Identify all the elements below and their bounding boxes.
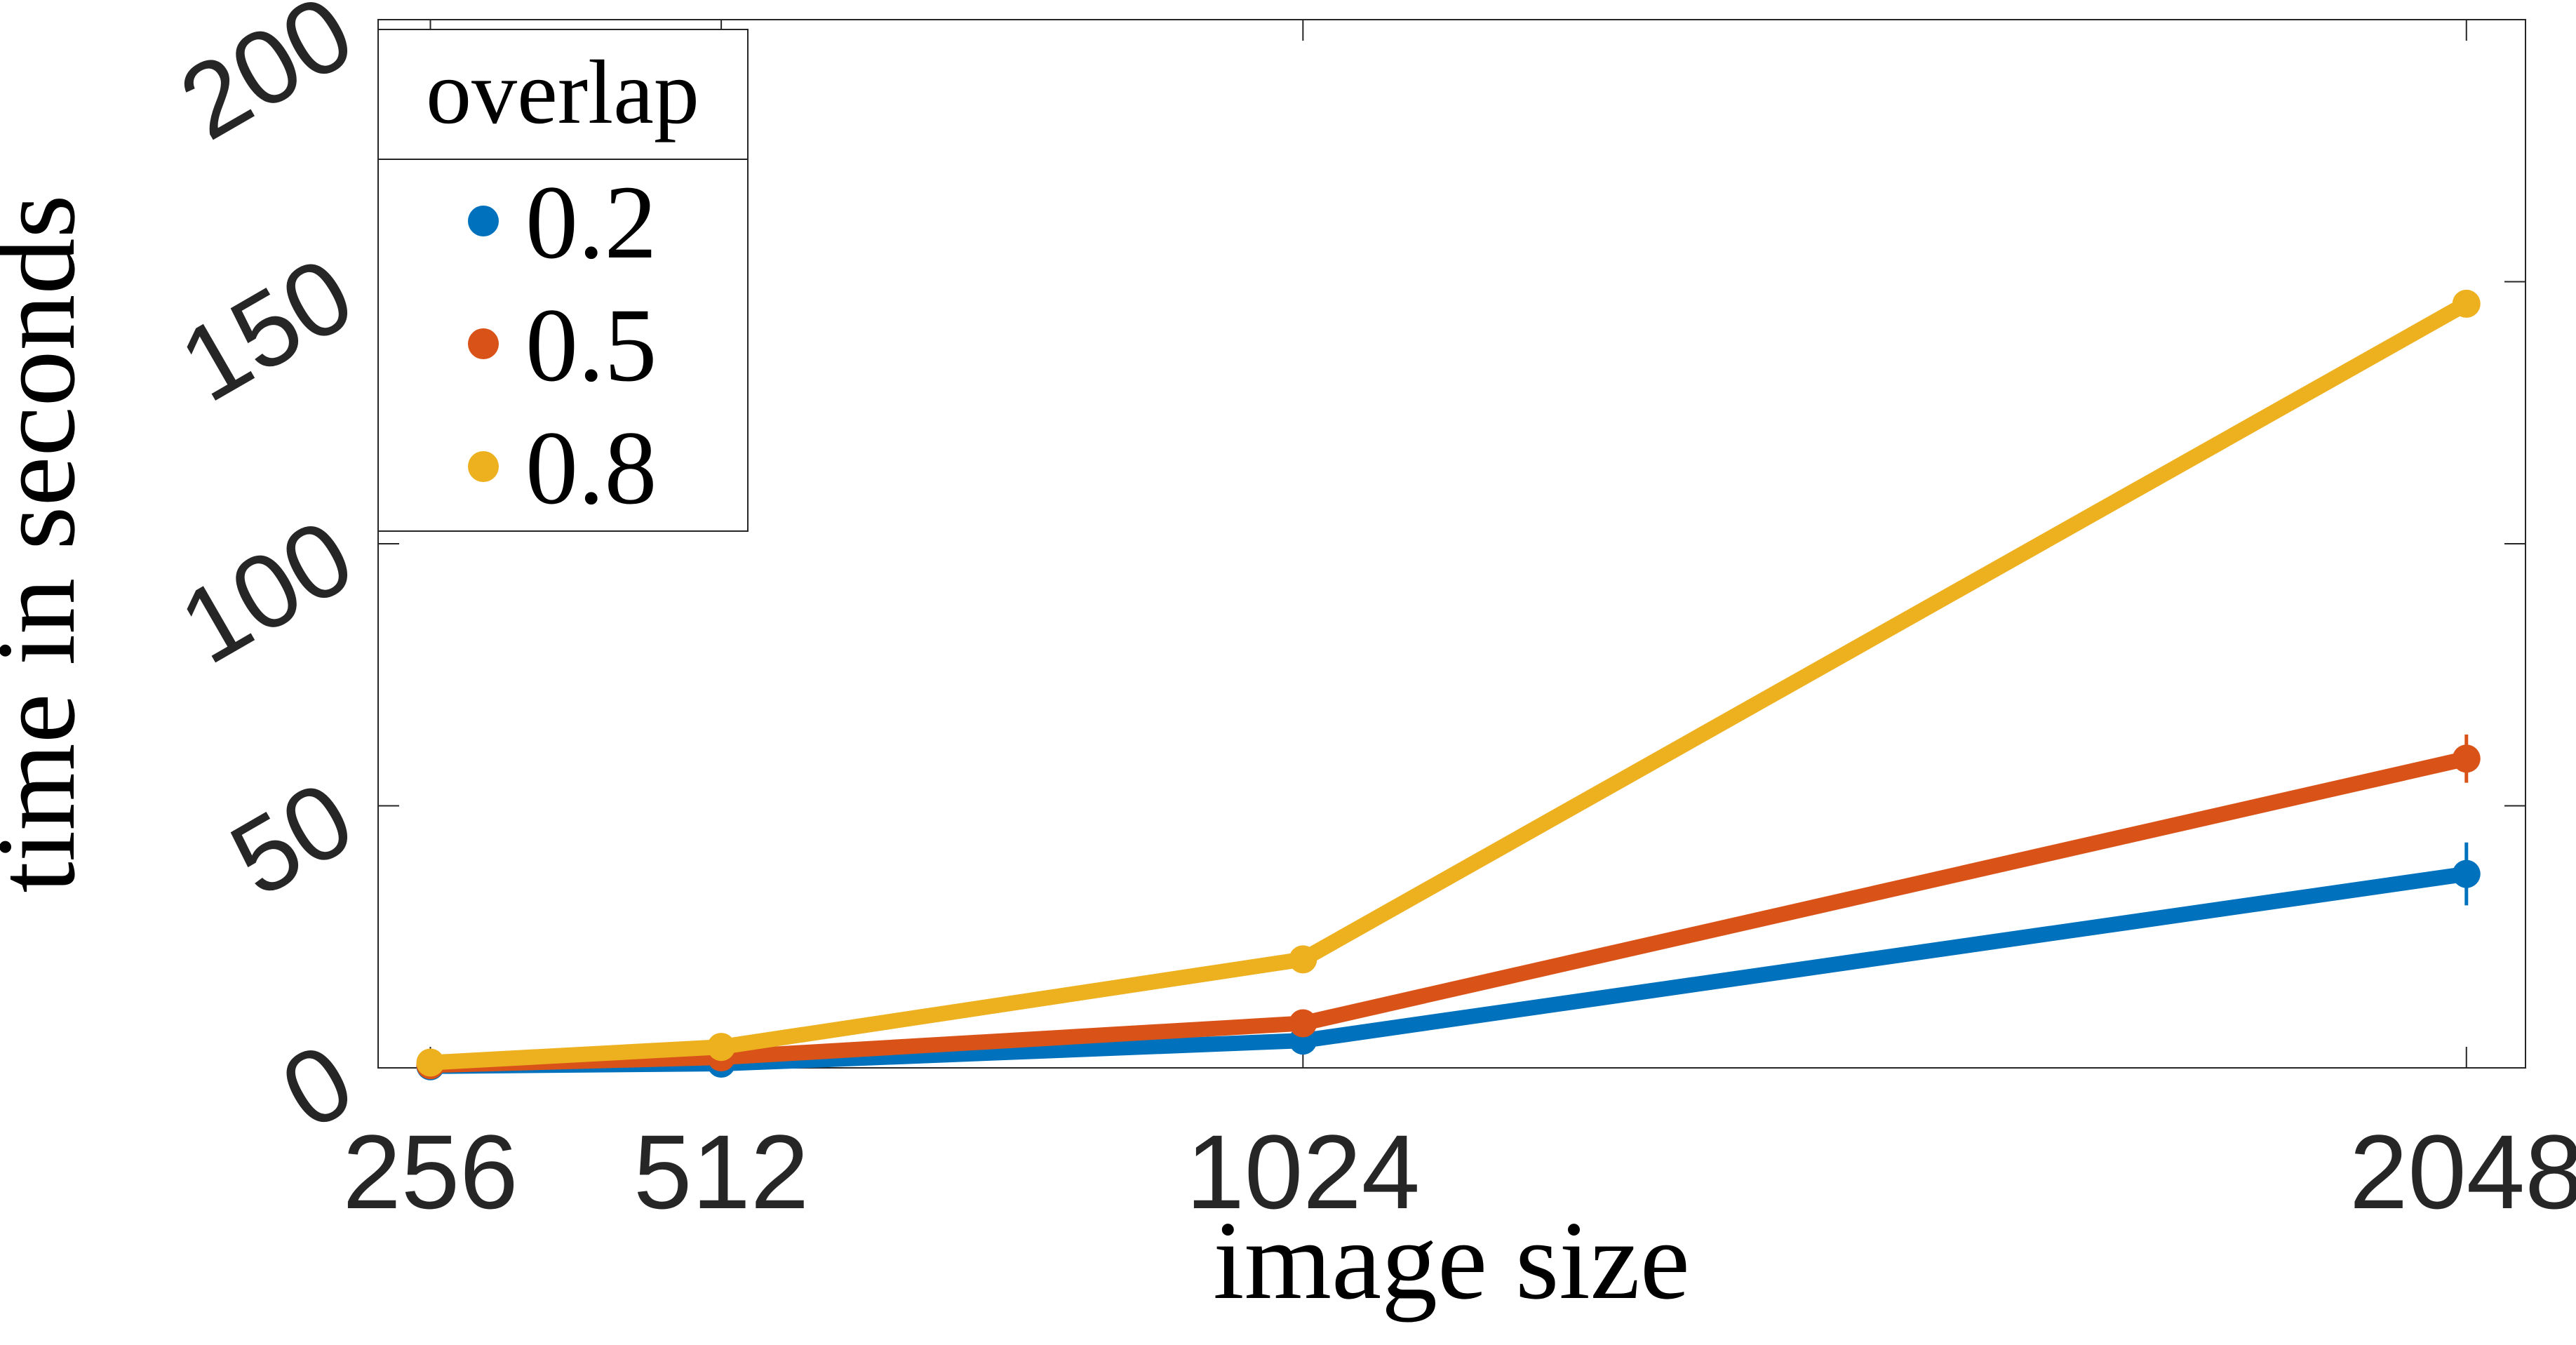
- y-tick-label: 100: [161, 496, 372, 686]
- data-point: [2452, 744, 2481, 773]
- data-point: [1289, 945, 1317, 974]
- x-axis-label: image size: [1213, 1198, 1690, 1323]
- y-tick-label: 150: [161, 234, 372, 424]
- legend: overlap 0.20.50.8: [377, 29, 749, 532]
- legend-marker: [468, 451, 499, 482]
- x-tick-label: 512: [633, 1113, 809, 1231]
- legend-label: 0.2: [525, 164, 657, 281]
- x-tick-label: 2048: [2349, 1113, 2576, 1231]
- data-point: [2452, 289, 2481, 318]
- legend-marker: [468, 328, 499, 359]
- data-point: [2452, 859, 2481, 888]
- y-tick-label: 50: [211, 758, 372, 919]
- series-line: [429, 297, 2471, 1071]
- legend-box: [377, 29, 749, 532]
- data-point: [1289, 1009, 1317, 1038]
- x-tick-label: 256: [342, 1113, 518, 1231]
- legend-label: 0.5: [525, 287, 657, 403]
- x-tick-label: 1024: [1186, 1113, 1420, 1231]
- data-point: [416, 1048, 445, 1077]
- legend-marker: [468, 206, 499, 236]
- data-point: [707, 1033, 736, 1062]
- y-axis-label: time in seconds: [0, 194, 98, 892]
- legend-title: overlap: [426, 42, 699, 143]
- y-tick-label: 200: [161, 0, 372, 162]
- legend-label: 0.8: [525, 410, 657, 526]
